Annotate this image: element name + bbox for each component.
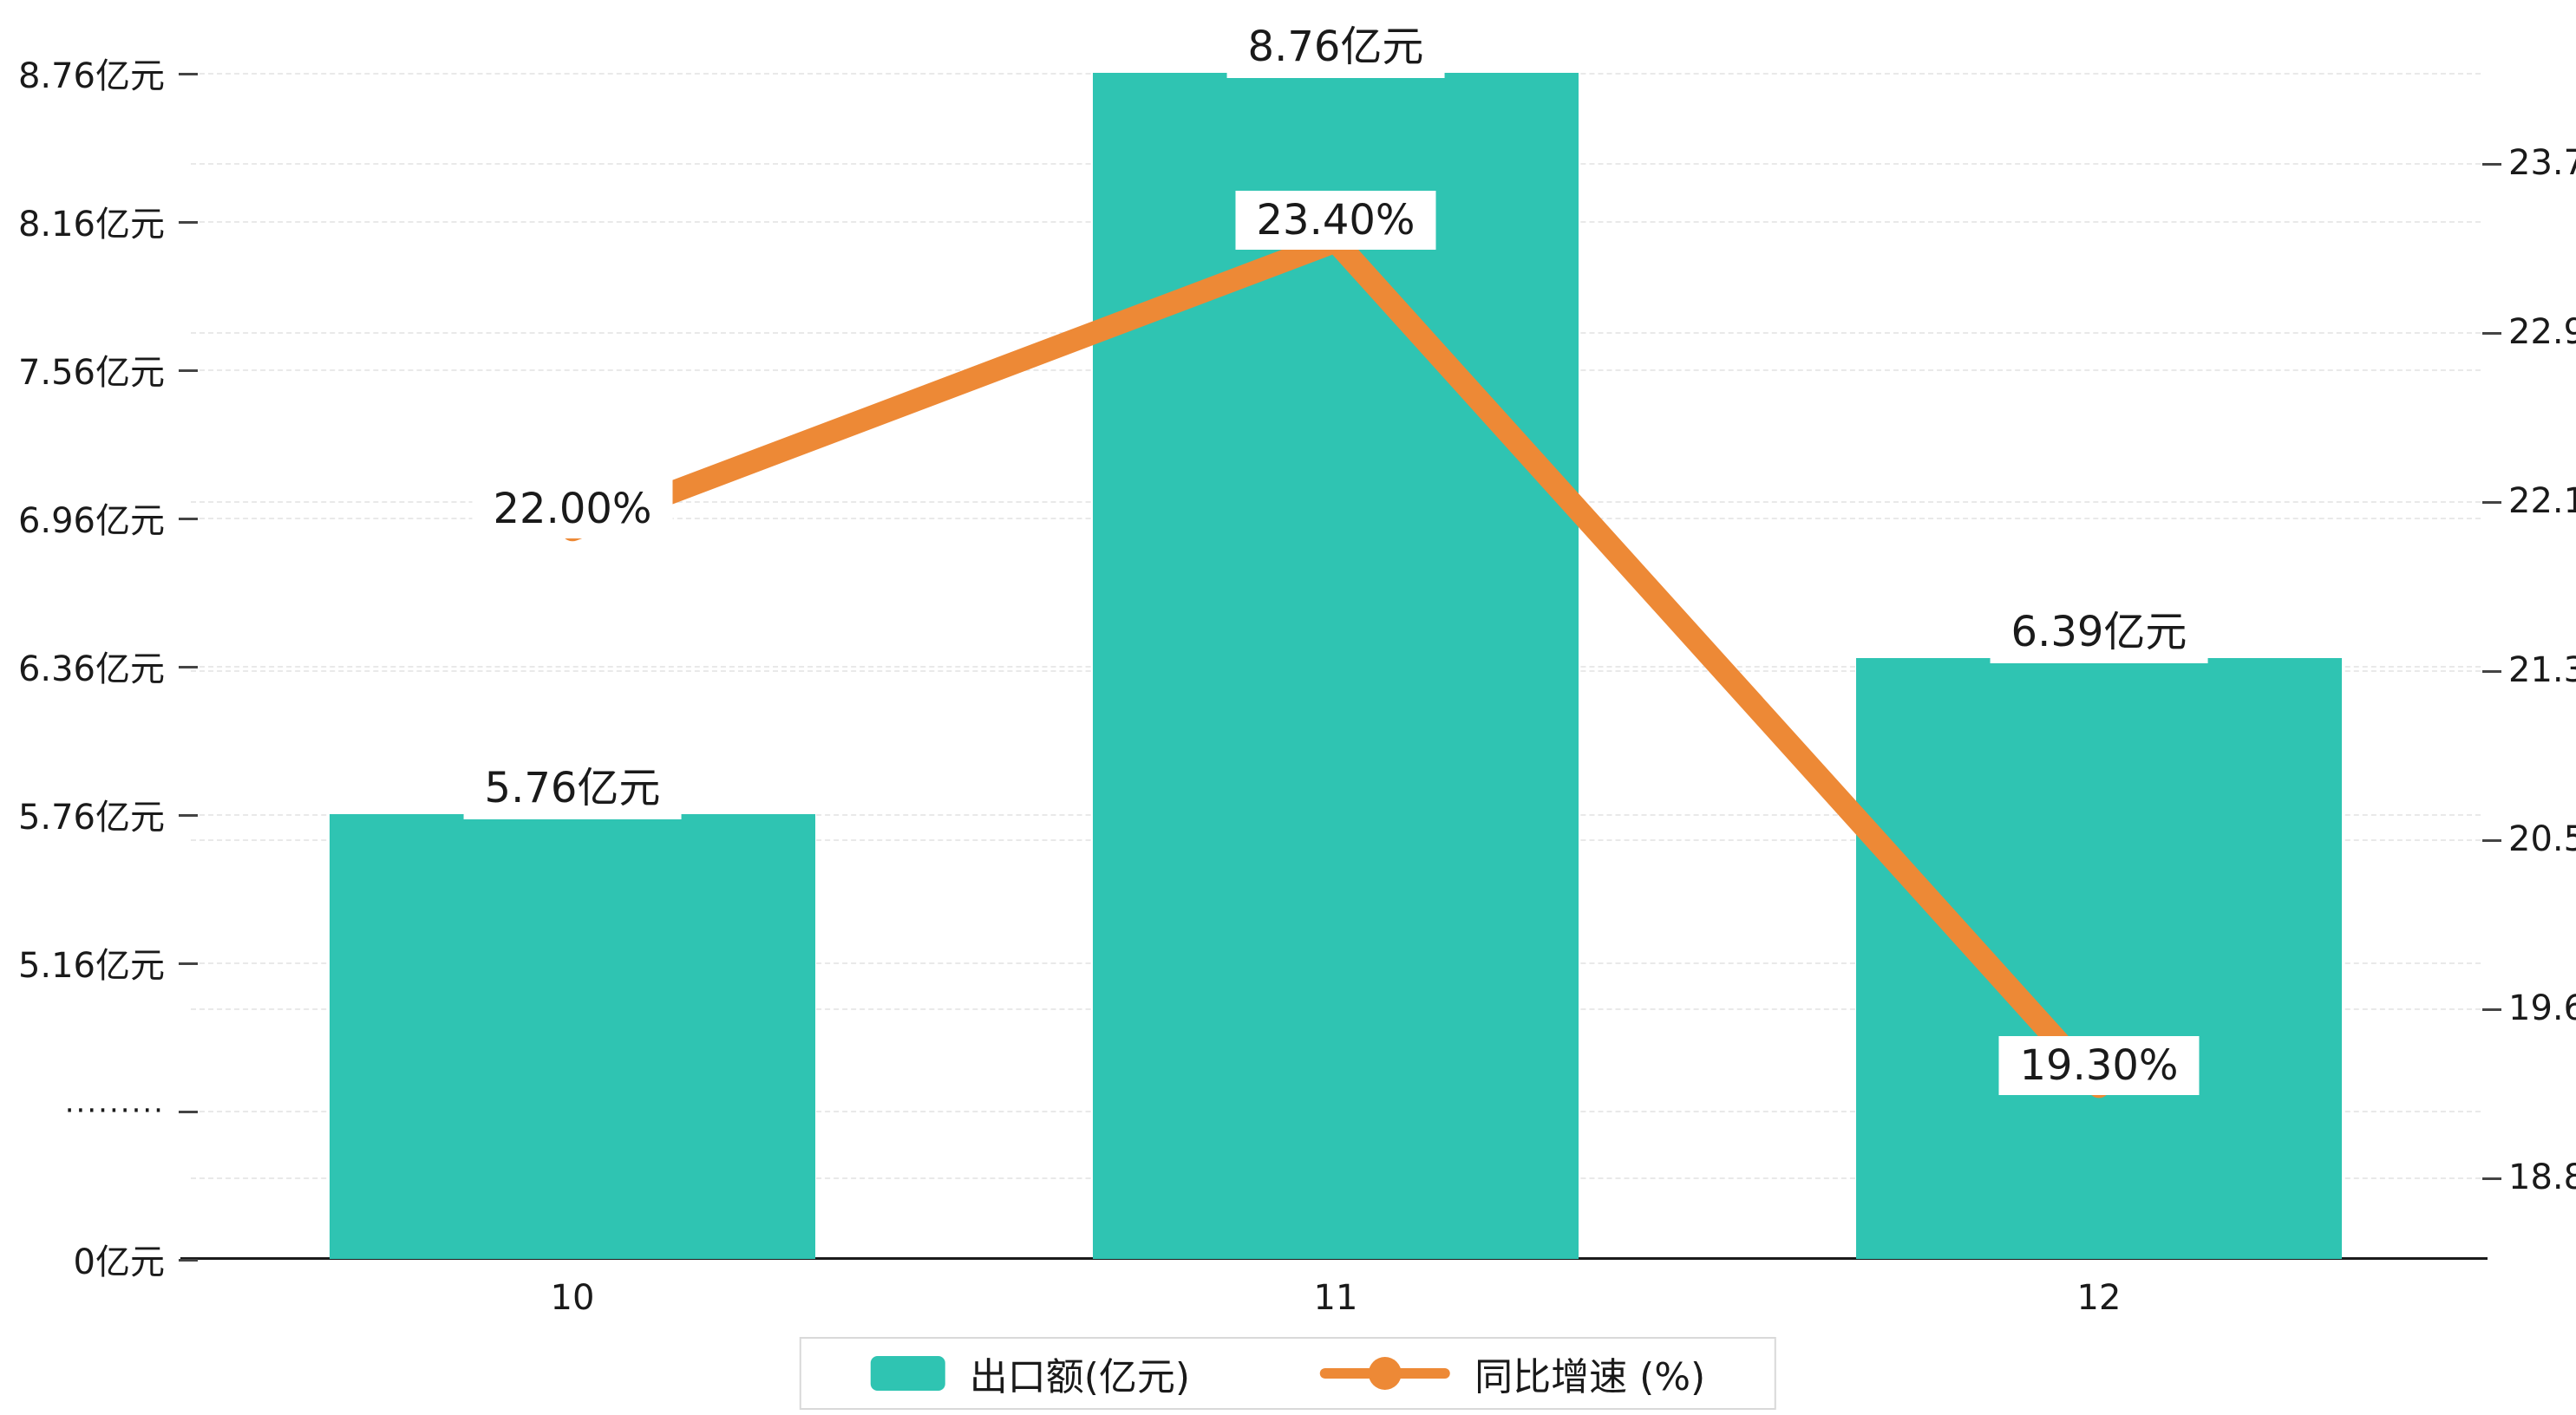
bar-data-label: 5.76亿元 [463,748,682,819]
left-axis-tick-label: 6.36亿元 [17,649,165,689]
x-axis-tick-label: 10 [550,1278,595,1318]
x-axis-tick-label: 11 [1313,1278,1358,1318]
legend-label-growth-rate: 同比增速 (%) [1474,1355,1706,1399]
legend-item-growth-rate[interactable]: 同比增速 (%) [1320,1346,1705,1401]
left-axis-tick-mark [179,518,198,520]
left-axis-tick-mark [179,1259,198,1262]
right-axis-tick-mark [2482,1008,2501,1011]
right-axis-tick-mark [2482,163,2501,166]
right-axis-tick-mark [2482,839,2501,842]
right-axis-tick-mark [2482,501,2501,504]
right-axis-tick-label: 21.32 [2508,650,2576,690]
left-axis-tick-mark [179,369,198,372]
left-axis-tick-label: 0亿元 [73,1242,165,1282]
line-data-label: 23.40% [1235,191,1436,251]
line-series-swatch-icon [1320,1357,1451,1390]
bar-series-swatch-icon [870,1356,945,1391]
legend-label-export-value: 出口额(亿元) [969,1355,1191,1399]
right-axis-tick-label: 18.86 [2508,1157,2576,1197]
right-axis-tick-mark [2482,670,2501,673]
legend-item-export-value[interactable]: 出口额(亿元) [870,1346,1191,1401]
left-axis-tick-mark [179,73,198,75]
right-axis-tick-label: 22.96 [2508,312,2576,352]
left-axis-tick-label: 5.76亿元 [17,798,165,838]
bar-month-12 [1856,658,2342,1259]
bar-month-10 [330,814,815,1259]
left-axis-tick-mark [179,221,198,224]
right-axis-tick-label: 20.50 [2508,819,2576,859]
left-axis-tick-mark [179,666,198,668]
right-axis-tick-label: 23.78 [2508,143,2576,183]
left-axis-tick-mark [179,814,198,817]
right-axis-tick-label: 22.14 [2508,481,2576,521]
line-data-label: 19.30% [1998,1036,2200,1096]
left-axis-tick-label: 8.16亿元 [17,205,165,245]
left-axis-tick-mark [179,962,198,965]
left-axis-tick-label: 6.96亿元 [17,501,165,541]
left-axis-tick-mark [179,1111,198,1113]
left-axis-tick-label: 7.56亿元 [17,353,165,393]
right-axis-tick-label: 19.68 [2508,988,2576,1028]
legend: 出口额(亿元) 同比增速 (%) [799,1337,1777,1410]
right-axis-tick-mark [2482,1177,2501,1180]
bar-data-label: 8.76亿元 [1226,7,1445,78]
left-axis-tick-label: ········· [64,1093,165,1128]
left-axis-tick-label: 8.76亿元 [17,56,165,96]
bar-month-11 [1093,73,1579,1259]
line-series-dot-icon [1369,1357,1402,1390]
line-data-label: 22.00% [472,479,673,539]
bar-data-label: 6.39亿元 [1990,592,2208,664]
left-axis-tick-label: 5.16亿元 [17,946,165,986]
x-axis-tick-label: 12 [2076,1278,2122,1318]
right-axis-tick-mark [2482,332,2501,335]
